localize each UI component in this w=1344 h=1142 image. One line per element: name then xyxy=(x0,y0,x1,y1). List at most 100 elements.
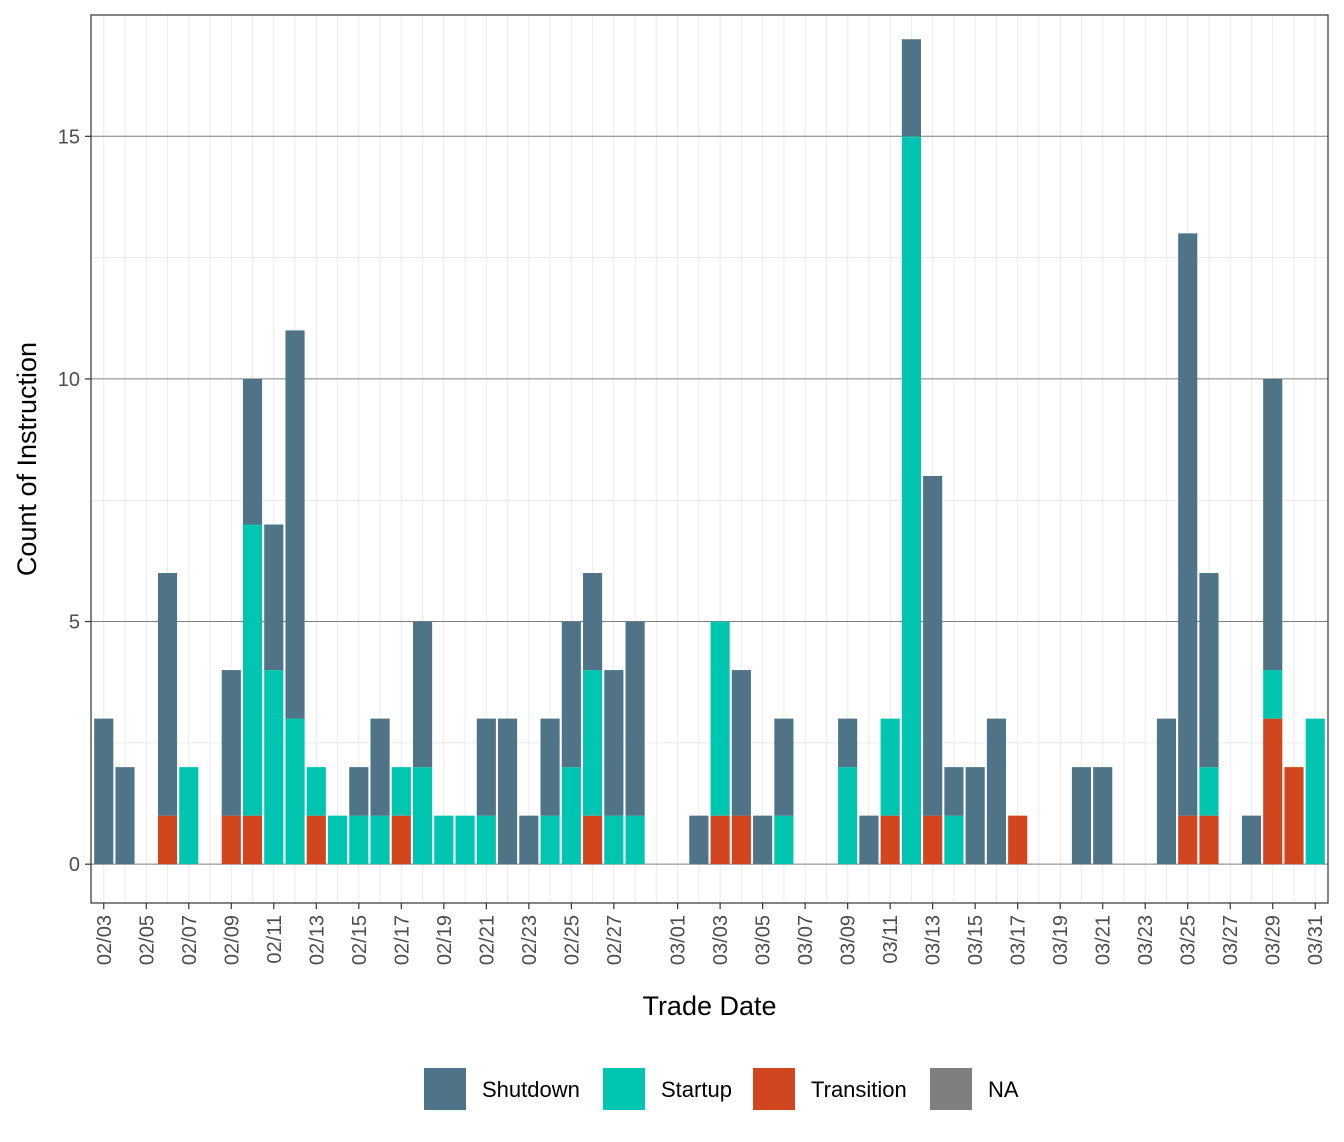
bar-shutdown-02-09 xyxy=(221,670,241,816)
bar-startup-03-03 xyxy=(710,621,730,816)
bar-startup-02-24 xyxy=(540,815,560,865)
x-tick-label: 03/11 xyxy=(880,915,902,964)
bar-transition-02-09 xyxy=(221,815,241,865)
bar-shutdown-03-13 xyxy=(923,475,943,816)
x-tick-label: 02/03 xyxy=(94,915,116,965)
bar-startup-02-27 xyxy=(604,815,624,865)
bar-shutdown-03-10 xyxy=(859,815,879,865)
bar-transition-03-26 xyxy=(1199,815,1219,865)
x-tick-label: 02/13 xyxy=(306,915,328,965)
bar-startup-03-06 xyxy=(774,815,794,865)
bar-startup-02-17 xyxy=(391,767,411,816)
bar-transition-03-03 xyxy=(710,815,730,865)
bar-shutdown-02-22 xyxy=(498,718,518,865)
bar-startup-02-20 xyxy=(455,815,475,865)
bar-shutdown-03-26 xyxy=(1199,573,1219,768)
bar-transition-03-13 xyxy=(923,815,943,865)
bar-shutdown-02-27 xyxy=(604,670,624,816)
y-axis: 0 5 10 15 xyxy=(58,126,91,876)
bar-transition-03-29 xyxy=(1263,718,1283,865)
bar-transition-02-17 xyxy=(391,815,411,865)
bar-shutdown-02-21 xyxy=(476,718,496,816)
bar-shutdown-03-02 xyxy=(689,815,709,865)
bar-startup-02-11 xyxy=(264,670,284,865)
bar-shutdown-03-28 xyxy=(1241,815,1262,865)
bar-startup-03-31 xyxy=(1305,718,1325,865)
bar-transition-02-06 xyxy=(157,815,178,865)
bar-startup-02-10 xyxy=(242,524,263,816)
x-tick-label: 02/19 xyxy=(434,915,456,965)
bar-startup-02-13 xyxy=(306,767,326,816)
bar-shutdown-03-15 xyxy=(965,767,985,865)
bar-transition-03-25 xyxy=(1178,815,1198,865)
x-tick-label: 03/17 xyxy=(1008,915,1030,965)
bar-startup-02-26 xyxy=(583,670,603,816)
x-axis: 02/03 02/05 02/07 02/09 02/11 02/13 02/15 02/17… xyxy=(94,903,1327,965)
x-axis-title: Trade Date xyxy=(642,991,776,1021)
x-tick-label: 02/27 xyxy=(604,915,626,965)
x-tick-label: 02/05 xyxy=(136,915,158,965)
bar-shutdown-03-04 xyxy=(731,670,751,816)
bar-shutdown-02-18 xyxy=(413,621,433,768)
bar-transition-02-10 xyxy=(242,815,263,865)
bar-shutdown-03-16 xyxy=(986,718,1006,865)
bar-shutdown-03-20 xyxy=(1071,767,1092,865)
bar-transition-03-17 xyxy=(1008,815,1028,865)
bar-startup-03-09 xyxy=(838,767,858,865)
x-tick-label: 03/15 xyxy=(965,915,987,965)
bar-startup-02-07 xyxy=(179,767,199,865)
bar-startup-03-29 xyxy=(1263,670,1283,719)
x-tick-label: 03/03 xyxy=(710,915,732,965)
x-tick-label: 03/27 xyxy=(1220,915,1242,965)
y-tick-label: 15 xyxy=(58,126,80,148)
bar-startup-02-16 xyxy=(370,815,390,865)
bar-shutdown-02-06 xyxy=(157,573,178,816)
bar-shutdown-03-14 xyxy=(944,767,964,816)
y-tick-label: 5 xyxy=(69,612,80,634)
bar-shutdown-03-06 xyxy=(774,718,794,816)
bar-shutdown-02-24 xyxy=(540,718,560,816)
bar-shutdown-03-09 xyxy=(838,718,858,768)
bar-startup-02-14 xyxy=(327,815,348,865)
bar-transition-03-04 xyxy=(731,815,751,865)
bar-startup-02-12 xyxy=(285,718,305,865)
bar-shutdown-02-11 xyxy=(264,524,284,671)
legend-key-startup xyxy=(603,1068,645,1110)
x-tick-label: 03/25 xyxy=(1178,915,1200,965)
bar-startup-02-19 xyxy=(434,815,454,865)
legend: Shutdown Startup Transition NA xyxy=(424,1068,1019,1110)
plot-panel-border xyxy=(90,14,1329,904)
bar-shutdown-03-05 xyxy=(753,815,773,865)
bar-shutdown-02-04 xyxy=(115,767,135,865)
bar-startup-02-15 xyxy=(349,815,369,865)
bar-shutdown-02-26 xyxy=(583,573,603,671)
bars-layer xyxy=(94,39,1325,865)
bar-transition-02-26 xyxy=(583,815,603,865)
y-tick-label: 0 xyxy=(69,854,80,876)
bar-startup-03-14 xyxy=(944,815,964,865)
x-tick-label: 03/07 xyxy=(795,915,817,965)
x-tick-label: 03/05 xyxy=(753,915,775,965)
x-tick-label: 03/23 xyxy=(1135,915,1157,965)
bar-shutdown-03-21 xyxy=(1093,767,1113,865)
legend-label-transition: Transition xyxy=(811,1077,907,1102)
bar-transition-02-13 xyxy=(306,815,326,865)
x-tick-label: 03/09 xyxy=(838,915,860,965)
x-tick-label: 02/17 xyxy=(391,915,413,965)
bar-shutdown-02-03 xyxy=(94,718,114,865)
legend-key-shutdown xyxy=(424,1068,466,1110)
bar-startup-03-12 xyxy=(901,136,921,865)
bar-startup-02-21 xyxy=(476,815,496,865)
x-tick-label: 03/13 xyxy=(923,915,945,965)
bar-startup-02-25 xyxy=(561,767,581,865)
x-tick-label: 03/29 xyxy=(1263,915,1285,965)
x-tick-label: 02/09 xyxy=(221,915,243,965)
y-tick-label: 10 xyxy=(58,369,80,391)
bar-shutdown-02-15 xyxy=(349,767,369,816)
x-tick-label: 02/25 xyxy=(561,915,583,965)
bar-shutdown-03-12 xyxy=(901,39,921,137)
x-tick-label: 02/07 xyxy=(179,915,201,965)
bar-startup-02-28 xyxy=(625,815,645,865)
legend-key-na xyxy=(930,1068,972,1110)
